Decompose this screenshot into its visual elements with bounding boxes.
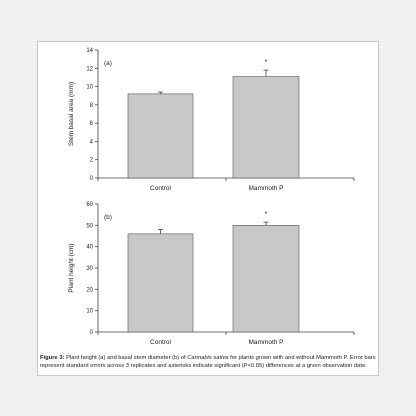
- significance-mark: *: [265, 59, 268, 66]
- y-tick-label: 14: [86, 48, 93, 54]
- figure-frame: 0 2 4 6 8 10 12 14 Stem basal area (mm) (a) Contro…: [37, 41, 379, 376]
- y-axis-label: Plant height (cm): [68, 243, 75, 292]
- y-tick-label: 20: [86, 287, 93, 293]
- category-label: Control: [150, 339, 172, 346]
- y-tick-label: 10: [86, 85, 93, 91]
- charts-svg: 0 2 4 6 8 10 12 14 Stem basal area (mm) (a) Contro…: [68, 48, 355, 346]
- significance-mark: *: [265, 211, 268, 218]
- y-axis-label: Stem basal area (mm): [68, 82, 75, 146]
- bar-0-1: [232, 76, 300, 179]
- y-tick-label: 8: [90, 103, 94, 109]
- bar-0-0: [127, 93, 194, 179]
- caption-text-2: for plants grown with and without Mammot…: [40, 355, 376, 369]
- y-tick-label: 0: [90, 176, 94, 182]
- y-tick-label: 4: [90, 139, 94, 145]
- y-tick-label: 6: [90, 121, 94, 127]
- caption-species: Cannabis sativa: [187, 355, 229, 361]
- caption-label: Figure 3:: [40, 355, 65, 361]
- y-tick-label: 0: [90, 330, 94, 336]
- bar-1-1: [232, 225, 300, 333]
- panel-label: (a): [104, 60, 112, 67]
- y-tick-label: 12: [86, 66, 93, 72]
- y-tick-label: 50: [86, 223, 93, 229]
- y-tick-label: 40: [86, 245, 93, 251]
- category-label: Control: [150, 185, 172, 192]
- y-tick-label: 30: [86, 266, 93, 272]
- category-label: Mammoth P: [248, 185, 283, 192]
- y-tick-label: 10: [86, 309, 93, 315]
- y-tick-label: 2: [90, 158, 94, 164]
- bar-1-0: [127, 233, 194, 333]
- figure-caption: Figure 3: Plant height (a) and basal ste…: [40, 354, 376, 370]
- y-tick-label: 60: [86, 202, 93, 208]
- caption-text-1: Plant height (a) and basal stem diameter…: [64, 355, 188, 361]
- category-label: Mammoth P: [248, 339, 283, 346]
- panel-label: (b): [104, 214, 112, 221]
